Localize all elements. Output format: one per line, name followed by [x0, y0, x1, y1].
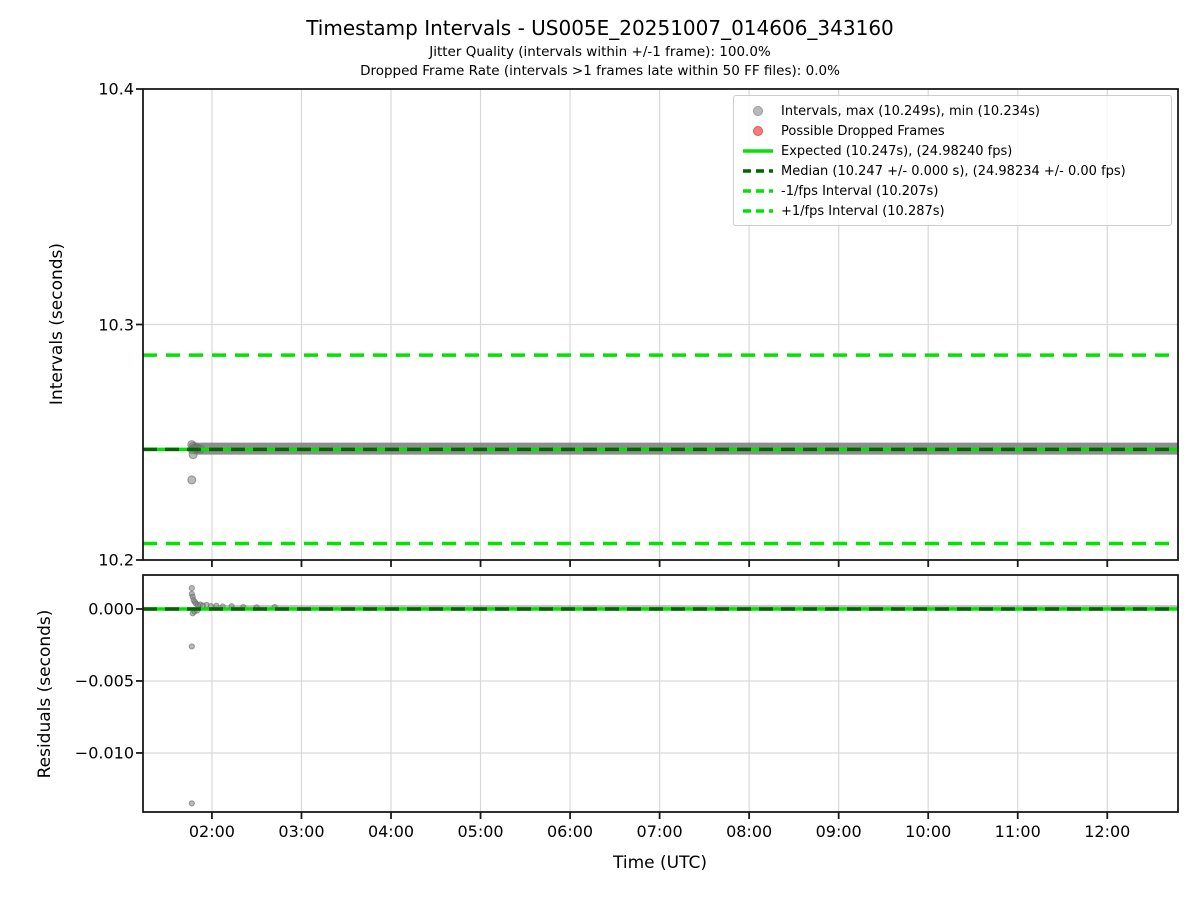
- x-tick-label: 04:00: [367, 822, 415, 841]
- x-tick-label: 02:00: [188, 822, 235, 841]
- legend-item-label: Possible Dropped Frames: [781, 123, 945, 139]
- x-tick-label: 03:00: [278, 822, 325, 841]
- y-axis-label-residuals: Residuals (seconds): [35, 609, 55, 779]
- y-tick-label-residuals: 0.000: [88, 599, 134, 619]
- chart-subtitle-jitter-quality: Jitter Quality (intervals within +/-1 fr…: [429, 44, 771, 60]
- legend-item-label: Median (10.247 +/- 0.000 s), (24.98234 +…: [781, 163, 1126, 179]
- line-marker-icon: [738, 144, 777, 158]
- y-tick-label-intervals: 10.2: [98, 550, 134, 570]
- scatter-point-intervals: [188, 450, 198, 460]
- legend-item-plus-1fps: +1/fps Interval (10.287s): [738, 201, 1163, 221]
- line-marker-icon: [738, 164, 777, 178]
- x-tick-label: 05:00: [457, 822, 504, 841]
- scatter-point-intervals: [187, 475, 197, 485]
- legend-item-label: +1/fps Interval (10.287s): [781, 203, 945, 219]
- legend-item-median: Median (10.247 +/- 0.000 s), (24.98234 +…: [738, 161, 1163, 181]
- y-tick-label-intervals: 10.3: [98, 315, 134, 334]
- x-tick-label: 10:00: [905, 822, 952, 841]
- legend-item-label: Intervals, max (10.249s), min (10.234s): [781, 103, 1040, 119]
- chart-subtitle-dropped-frame-rate: Dropped Frame Rate (intervals >1 frames …: [360, 63, 840, 79]
- scatter-point-residuals: [188, 643, 195, 650]
- y-tick-label-residuals: −0.010: [74, 743, 134, 763]
- legend-item-label: Expected (10.247s), (24.98240 fps): [781, 143, 1013, 159]
- scatter-point-residuals: [188, 800, 195, 807]
- x-tick-label: 08:00: [726, 822, 773, 841]
- x-tick-label: 11:00: [994, 822, 1041, 841]
- legend-item-expected: Expected (10.247s), (24.98240 fps): [738, 141, 1163, 161]
- legend-item-intervals: Intervals, max (10.249s), min (10.234s): [738, 101, 1163, 121]
- legend-item-dropped-frames: Possible Dropped Frames: [738, 121, 1163, 141]
- x-tick-label: 12:00: [1084, 822, 1131, 841]
- legend-item-minus-1fps: -1/fps Interval (10.207s): [738, 181, 1163, 201]
- legend-box: Intervals, max (10.249s), min (10.234s) P…: [733, 95, 1172, 226]
- line-marker-icon: [738, 184, 777, 198]
- line-marker-icon: [738, 204, 777, 218]
- legend-item-label: -1/fps Interval (10.207s): [781, 183, 939, 199]
- y-tick-label-residuals: −0.005: [74, 671, 134, 691]
- x-tick-label: 09:00: [815, 822, 862, 841]
- scatter-marker-icon: [738, 124, 777, 138]
- scatter-point-residuals: [188, 585, 195, 592]
- x-axis-label-time-utc: Time (UTC): [613, 853, 707, 873]
- y-tick-label-intervals: 10.4: [98, 79, 134, 99]
- scatter-marker-icon: [738, 104, 777, 118]
- x-tick-label: 07:00: [636, 822, 683, 841]
- x-tick-label: 06:00: [547, 822, 594, 841]
- chart-title: Timestamp Intervals - US005E_20251007_01…: [306, 16, 894, 40]
